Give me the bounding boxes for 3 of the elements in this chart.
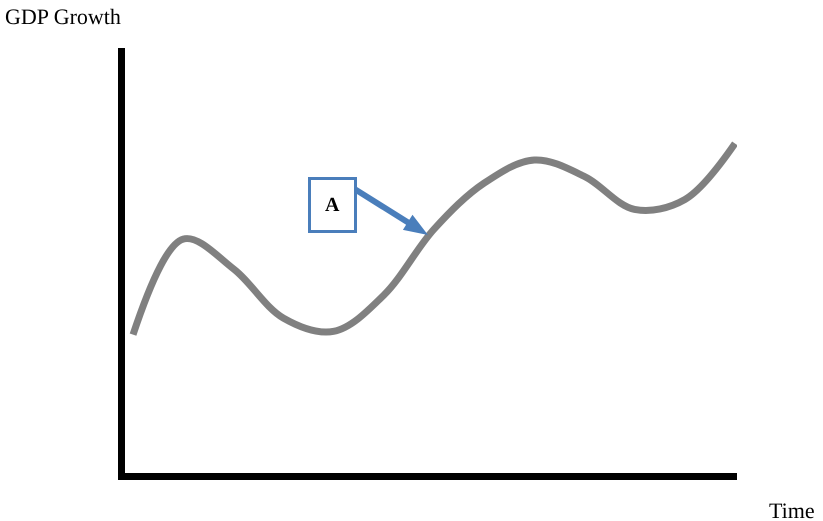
annotation: A: [325, 194, 340, 216]
x-axis-title: Time: [769, 498, 815, 521]
text: GDP Growth: [5, 4, 121, 29]
